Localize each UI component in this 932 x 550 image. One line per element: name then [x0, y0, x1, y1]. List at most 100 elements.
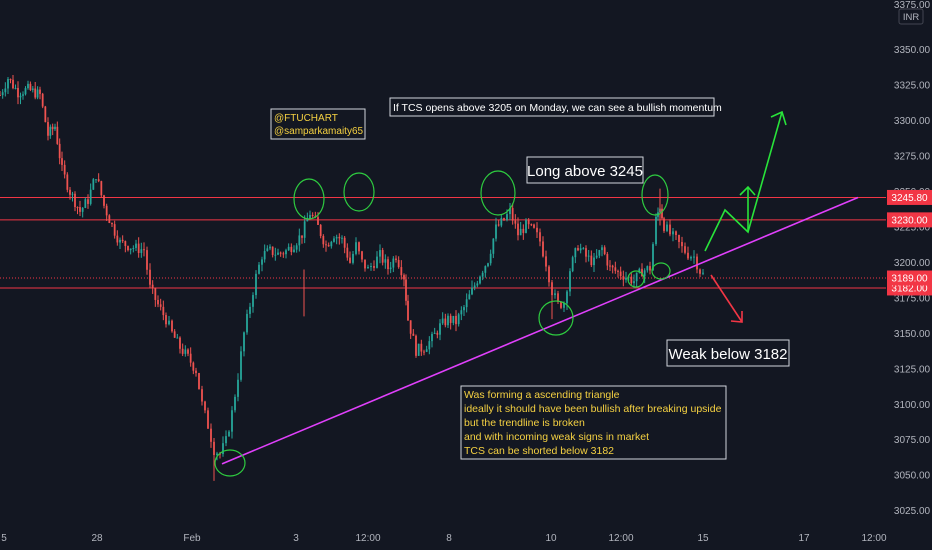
candle-body: [669, 224, 671, 235]
candle-body: [436, 332, 439, 335]
candle-body: [361, 251, 363, 260]
candle-body: [702, 272, 704, 274]
candle-body: [89, 189, 92, 204]
horizontal-levels: [0, 196, 886, 289]
candle-body: [497, 224, 500, 226]
candle-body: [135, 243, 137, 248]
time-axis[interactable]: 5 28 Feb 3 12:00 8 10 12:00 15 17 12:00: [1, 533, 887, 544]
candle-body: [684, 246, 686, 253]
candles: [0, 75, 704, 481]
candle-body: [400, 267, 403, 276]
long-label-box: [526, 156, 644, 184]
candle-body: [76, 207, 79, 209]
candle-body: [127, 246, 129, 251]
candle-body: [1, 92, 4, 96]
candle-body: [571, 257, 574, 272]
candle-body: [522, 228, 525, 233]
candle-body: [39, 89, 41, 94]
highlight-circle: [343, 172, 375, 212]
candle-body: [317, 217, 319, 225]
analysis-line: but the trendline is broken: [464, 417, 585, 429]
candle-body: [269, 246, 271, 249]
candle-body: [27, 83, 29, 89]
y-tick-label: 3350.00: [894, 45, 931, 56]
candle-body: [412, 333, 415, 336]
candle-body: [103, 195, 105, 206]
candle-body: [231, 410, 233, 432]
candle-body: [330, 241, 333, 247]
candle-body: [87, 199, 89, 204]
highlight-circle: [538, 300, 574, 336]
candle-body: [511, 208, 514, 221]
candle-body: [17, 87, 19, 98]
candle-body: [12, 79, 14, 89]
candle-body: [431, 333, 433, 342]
analysis-line: and with incoming weak signs in market: [464, 431, 649, 443]
bearish-arrow: [710, 274, 743, 323]
candle-body: [195, 370, 197, 374]
candle-body: [349, 257, 351, 263]
candle-body: [282, 253, 285, 255]
candle-body: [489, 253, 492, 264]
candle-body: [468, 294, 471, 300]
candle-body: [210, 428, 212, 442]
candle-body: [71, 193, 74, 195]
candle-body: [381, 250, 384, 263]
candle-body: [370, 265, 372, 267]
candle-body: [409, 320, 412, 334]
candle-body: [41, 93, 44, 107]
candle-body: [415, 335, 417, 356]
candle-body: [387, 259, 389, 270]
candle-body: [619, 271, 622, 277]
price-level-label-bg: [887, 189, 932, 205]
y-tick-label: 3175.00: [894, 293, 931, 304]
candle-body: [198, 373, 200, 390]
highlight-circle: [641, 174, 669, 216]
candle-body: [157, 299, 159, 305]
candle-body: [373, 265, 375, 268]
candle-body: [7, 79, 9, 89]
candle-body: [678, 235, 680, 243]
candle-body: [301, 235, 303, 238]
candle-body: [249, 306, 251, 314]
candle-body: [635, 272, 638, 282]
candle-body: [36, 89, 39, 98]
candle-body: [258, 264, 260, 274]
candle-body: [81, 207, 84, 212]
candle-body: [500, 218, 503, 226]
y-tick-label: 3050.00: [894, 471, 931, 482]
candle-body: [216, 453, 218, 456]
candle-body: [457, 314, 460, 325]
candle-body: [132, 247, 135, 249]
candle-body: [687, 252, 689, 259]
x-tick-label: 12:00: [355, 533, 380, 544]
y-tick-label: 3225.00: [894, 222, 931, 233]
candle-body: [222, 443, 224, 455]
candle-body: [287, 246, 290, 251]
candle-body: [463, 307, 465, 311]
price-axis[interactable]: 3025.00 3050.00 3075.00 3100.00 3125.00 3150.…: [887, 0, 932, 517]
bearish-arrowhead: [730, 311, 743, 323]
candle-body: [617, 270, 619, 272]
candle-body: [113, 224, 116, 236]
candle-body: [111, 223, 113, 225]
candle-body: [405, 279, 407, 301]
trendline-group[interactable]: [221, 196, 859, 465]
candle-body: [189, 353, 192, 363]
price-level-label: 3189.00: [891, 274, 928, 285]
candle-body: [554, 293, 556, 296]
candle-body: [465, 299, 468, 308]
candle-body: [606, 254, 609, 266]
arrow-annotations: [704, 110, 787, 323]
candle-body: [140, 249, 143, 254]
y-tick-label: 3300.00: [894, 116, 931, 127]
x-tick-label: Feb: [183, 533, 201, 544]
candle-body: [428, 341, 431, 350]
candle-body: [22, 94, 24, 96]
candle-body: [24, 88, 27, 95]
candle-body: [124, 241, 127, 247]
candle-body: [577, 248, 579, 251]
candle-body: [672, 231, 674, 235]
bullish-arrowhead: [739, 185, 756, 196]
